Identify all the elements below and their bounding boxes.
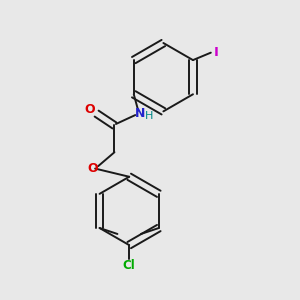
Text: H: H [145,111,154,121]
Text: O: O [85,103,95,116]
Text: N: N [134,107,145,120]
Text: I: I [213,46,218,59]
Text: Cl: Cl [123,260,136,272]
Text: O: O [87,162,98,175]
